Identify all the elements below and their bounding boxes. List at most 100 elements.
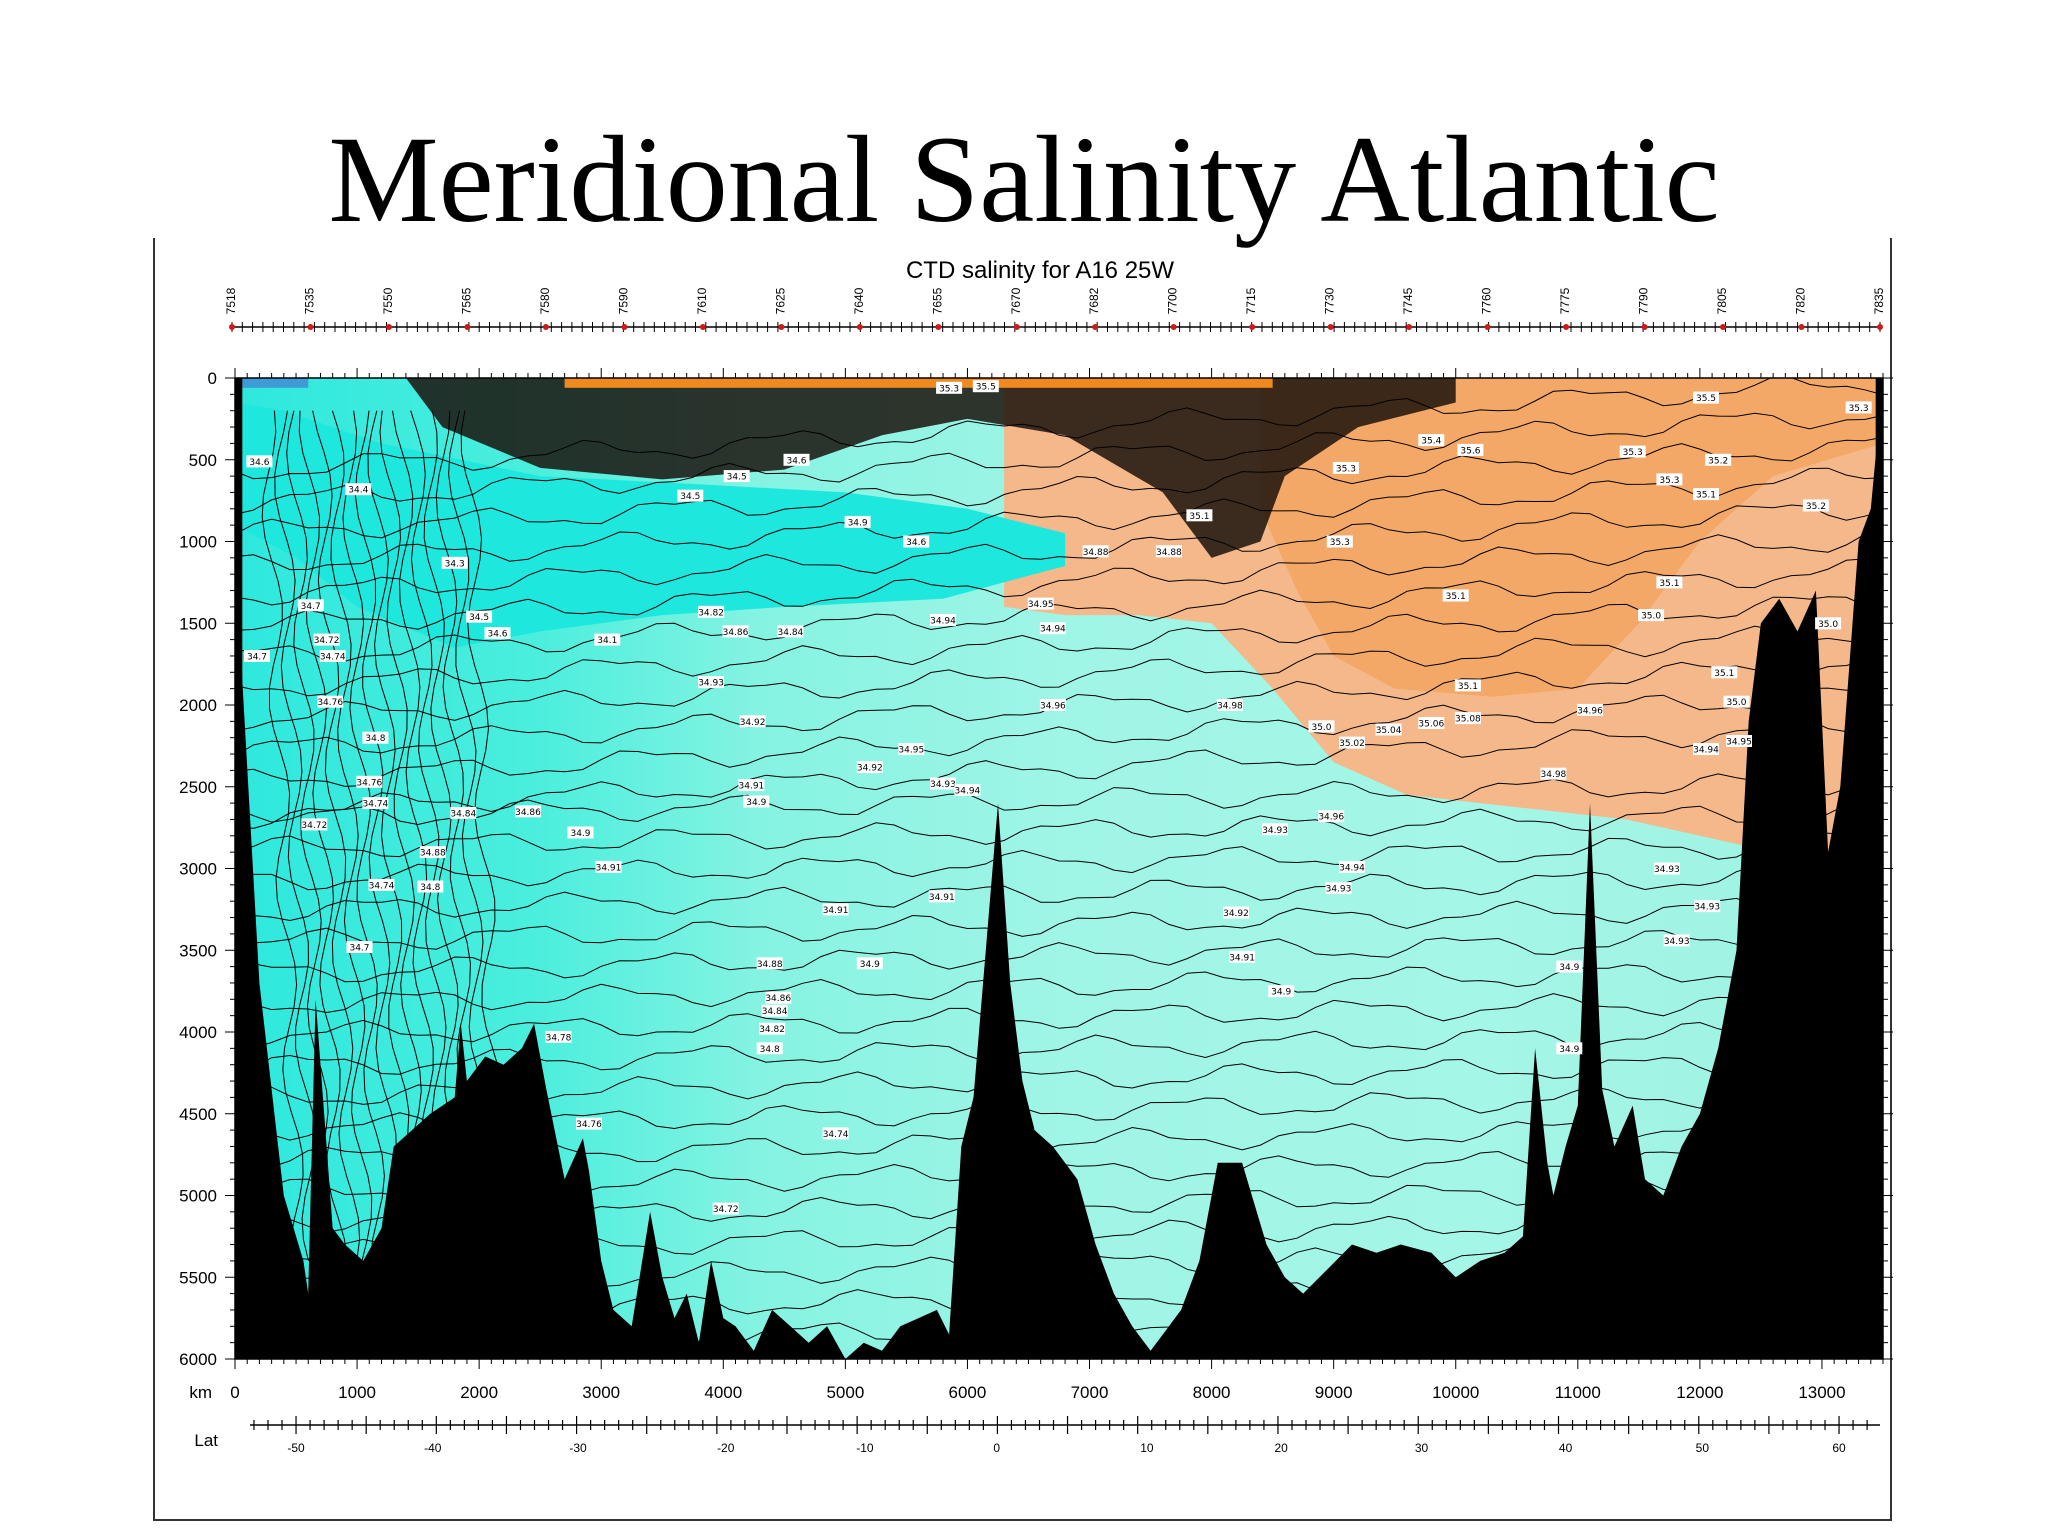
station-label: 7715 [1244,287,1258,314]
svg-text:34.88: 34.88 [1083,548,1109,558]
lat-tick-label: -50 [287,1441,305,1455]
contour-label: 34.91 [595,860,622,873]
svg-text:35.2: 35.2 [1806,502,1826,512]
station-marker [856,324,863,330]
svg-text:34.93: 34.93 [930,780,956,790]
station-marker [542,324,549,330]
contour-label: 34.72 [712,1202,739,1215]
contour-label: 34.72 [313,633,340,646]
contour-label: 34.86 [722,625,749,638]
lat-axis-label: Lat [194,1431,218,1450]
contour-label: 34.72 [301,818,328,831]
svg-text:35.3: 35.3 [1849,404,1869,414]
contour-line [354,410,397,1261]
contour-label: 34.98 [1540,767,1567,780]
contour-label: 34.95 [1027,597,1054,610]
svg-text:35.5: 35.5 [976,383,996,393]
svg-text:34.86: 34.86 [765,994,791,1004]
svg-text:35.3: 35.3 [1659,476,1679,486]
station-marker [1170,324,1177,330]
contour-label: 34.94 [954,784,981,797]
contour-line [235,896,1883,950]
contour-label: 34.5 [723,470,750,483]
station-label: 7550 [381,287,395,314]
contour-label: 35.06 [1418,717,1444,730]
x-tick-label: 10000 [1432,1383,1479,1402]
svg-text:35.1: 35.1 [1659,579,1679,589]
svg-text:34.6: 34.6 [786,456,806,466]
station-label: 7565 [459,287,473,314]
contour-label: 34.76 [317,695,343,708]
contour-label: 34.91 [738,779,765,792]
contour-line [235,558,1883,662]
svg-text:34.72: 34.72 [314,636,340,646]
svg-text:35.1: 35.1 [1189,512,1209,522]
contour-line [235,865,1883,922]
contour-label: 34.95 [1726,735,1752,748]
contour-label: 34.92 [1223,906,1249,919]
chart-title: CTD salinity for A16 25W [906,257,1174,284]
svg-text:34.74: 34.74 [369,881,395,891]
svg-text:34.92: 34.92 [857,764,883,774]
contour-line [235,467,1883,571]
x-tick-label: 5000 [826,1383,864,1402]
svg-text:34.74: 34.74 [320,653,346,663]
svg-text:34.91: 34.91 [739,782,765,792]
station-label: 7760 [1480,287,1494,314]
lat-tick-label: 40 [1559,1441,1573,1455]
svg-text:34.5: 34.5 [469,613,489,623]
svg-text:34.9: 34.9 [848,518,868,528]
y-tick-label: 1500 [179,614,217,633]
contour-label: 34.5 [677,489,704,502]
contour-label: 34.84 [450,806,476,819]
svg-text:34.95: 34.95 [1028,600,1054,610]
y-tick-label: 2500 [179,778,217,797]
svg-text:34.8: 34.8 [760,1045,780,1055]
contour-line [235,773,1883,829]
svg-text:35.6: 35.6 [1460,446,1480,456]
contour-line [235,436,1883,539]
x-tick-label: 13000 [1798,1383,1845,1402]
x-axis-label: km [189,1383,212,1402]
intermediate-water [235,402,1066,648]
fresh-surface-water [235,378,309,388]
svg-text:34.4: 34.4 [348,486,368,496]
lat-tick-label: 30 [1415,1441,1429,1455]
svg-text:34.92: 34.92 [740,718,766,728]
contour-line [235,803,1883,858]
contour-label: 34.94 [1339,860,1365,873]
svg-text:34.91: 34.91 [929,893,955,903]
contour-line [235,687,1883,787]
contour-label: 34.96 [1318,810,1344,823]
station-marker [778,324,785,330]
contour-label: 35.2 [1705,453,1732,466]
svg-text:34.82: 34.82 [759,1025,785,1035]
contour-label: 35.04 [1375,723,1402,736]
svg-text:35.0: 35.0 [1641,612,1661,622]
station-marker [1013,324,1020,330]
contour-label: 34.3 [441,556,468,569]
plot-area: 34.6 34.4 34.3 34.5 34.6 34.7 34.7 34.72 34.74 34… [235,378,1883,1359]
station-label: 7805 [1715,287,1729,314]
svg-text:35.0: 35.0 [1818,620,1838,630]
contour-label: 35.0 [1308,720,1335,733]
contour-label: 35.1 [1454,679,1481,692]
svg-text:34.5: 34.5 [680,492,700,502]
y-tick-label: 4000 [179,1023,217,1042]
svg-text:35.08: 35.08 [1455,715,1481,725]
svg-text:34.6: 34.6 [249,458,269,468]
contour-line [367,410,410,1262]
svg-text:34.96: 34.96 [1577,706,1603,716]
station-label: 7745 [1401,287,1415,314]
svg-text:34.84: 34.84 [778,628,804,638]
lat-tick-label: 0 [993,1441,1000,1455]
contour-label: 34.92 [739,715,766,728]
svg-text:34.7: 34.7 [349,944,369,954]
contour-label: 35.1 [1711,666,1738,679]
contour-label: 34.92 [856,761,883,774]
svg-text:34.9: 34.9 [1559,1045,1579,1055]
station-label: 7790 [1637,287,1651,314]
svg-text:34.76: 34.76 [356,778,382,788]
contour-line [235,716,1883,823]
svg-text:34.95: 34.95 [1726,738,1752,748]
